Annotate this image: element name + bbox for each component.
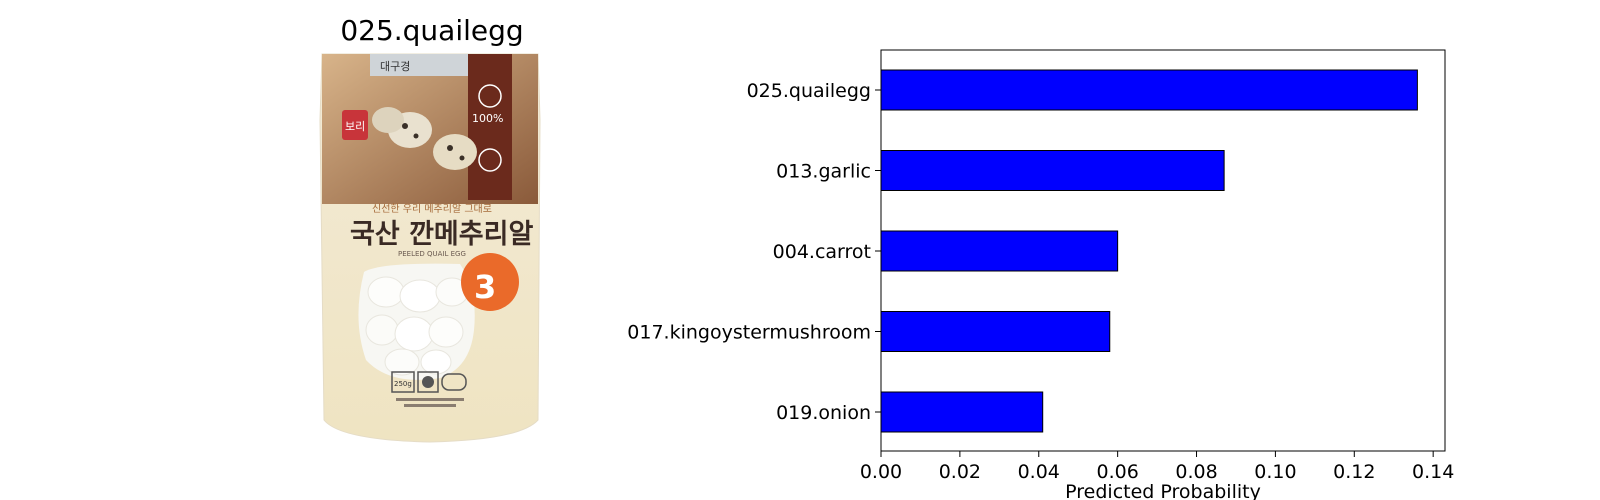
egg-speckle: [402, 123, 408, 129]
y-tick-label: 004.carrot: [773, 241, 871, 263]
peeled-egg: [420, 349, 452, 375]
egg-speckle: [459, 155, 465, 161]
package-brand-badge-text: 보리: [345, 120, 365, 133]
package-fineprint: [396, 398, 464, 401]
x-tick-label: 0.00: [860, 461, 902, 483]
bar-017-kingoystermushroom: [880, 311, 1111, 352]
package-top-label-text: 대구경: [380, 60, 410, 73]
y-tick-label: 019.onion: [776, 402, 871, 424]
package-brand-badge: [342, 110, 368, 140]
y-tick-label: 017.kingoystermushroom: [627, 322, 871, 344]
bar-025-quailegg: [880, 69, 1418, 111]
bar-019-onion: [880, 391, 1044, 433]
package-top-label: [370, 54, 488, 76]
plot-frame: [880, 49, 1446, 452]
peeled-egg: [428, 316, 464, 348]
package-headline-small: 신선한 우리 메추리알 그대로: [372, 203, 492, 215]
egg: [372, 107, 404, 133]
package-badge-circle: [478, 84, 502, 108]
package-icon-haccp: [441, 373, 467, 391]
package-icon-weight: [391, 371, 415, 393]
x-tick-label: 0.08: [1175, 461, 1217, 483]
egg-speckle: [413, 133, 419, 139]
package-icon-mark: [417, 371, 439, 393]
bar-013-garlic: [880, 150, 1225, 191]
package-badge-100: 100%: [472, 112, 503, 125]
bar-004-carrot: [880, 230, 1119, 272]
package-fineprint: [404, 404, 456, 407]
package-badge-circle-2: [478, 148, 502, 172]
x-axis-label: Predicted Probability: [1065, 481, 1261, 500]
package-sticker-text: 3: [474, 268, 496, 306]
package-headline-en: PEELED QUAIL EGG: [398, 250, 466, 258]
y-tick-label: 025.quailegg: [747, 80, 871, 102]
y-tick-label: 013.garlic: [776, 161, 871, 183]
package-headline: 국산 깐메추리알: [350, 219, 533, 250]
peeled-egg: [384, 348, 420, 376]
package-side-stripe: [468, 54, 512, 200]
egg: [433, 134, 477, 170]
package-icon-mark-inner: [422, 376, 434, 388]
x-tick-label: 0.04: [1018, 461, 1060, 483]
image-title: 025.quailegg: [340, 14, 524, 47]
egg-speckle: [447, 145, 453, 151]
package-icon-weight-text: 250g: [394, 380, 412, 388]
x-tick-label: 0.14: [1412, 461, 1454, 483]
x-tick-label: 0.06: [1096, 461, 1138, 483]
package-sticker: [461, 253, 519, 311]
x-tick-label: 0.10: [1254, 461, 1296, 483]
x-tick-label: 0.12: [1333, 461, 1375, 483]
x-tick-label: 0.02: [939, 461, 981, 483]
